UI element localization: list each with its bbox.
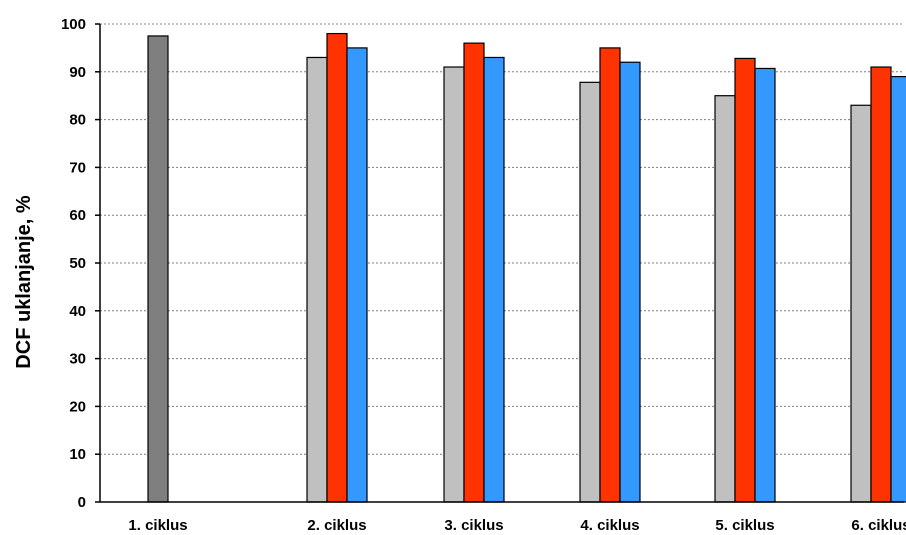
y-tick-label: 20 [69,398,86,415]
x-tick-label: 1. ciklus [128,517,187,534]
y-tick-label: 10 [69,446,86,463]
y-tick-labels: 0 10 20 30 40 50 60 70 80 90 100 [61,16,86,511]
y-axis-title: DCF uklanjanje, % [13,195,35,369]
x-tick-label: 6. ciklus [851,517,906,534]
bar [306,56,328,503]
bar [326,32,348,503]
bar [443,66,465,503]
bar [599,47,621,503]
y-tick-label: 100 [61,16,86,33]
x-tick-labels: 1. ciklus 2. ciklus 3. ciklus 4. ciklus 5. c… [128,517,906,534]
y-tick-label: 50 [69,255,86,272]
y-tick-label: 80 [69,112,86,129]
y-tick-label: 90 [69,64,86,81]
axes [95,23,904,503]
y-tick-label: 30 [69,351,86,368]
bar [734,57,756,503]
bar [579,81,601,503]
bar [483,56,505,503]
x-tick-label: 3. ciklus [444,517,503,534]
bar [850,104,872,503]
bar [147,35,169,503]
x-tick-label: 4. ciklus [580,517,639,534]
y-tick-label: 40 [69,303,86,320]
bar [890,75,906,503]
bar [463,42,485,503]
y-tick-label: 60 [69,207,86,224]
bar [619,61,641,503]
bars [147,32,906,503]
bar [346,47,368,503]
bar [870,66,892,503]
x-tick-label: 5. ciklus [715,517,774,534]
bar [754,67,776,503]
y-tick-label: 70 [69,159,86,176]
x-tick-label: 2. ciklus [307,517,366,534]
bar [714,95,736,503]
y-tick-label: 0 [78,494,86,511]
